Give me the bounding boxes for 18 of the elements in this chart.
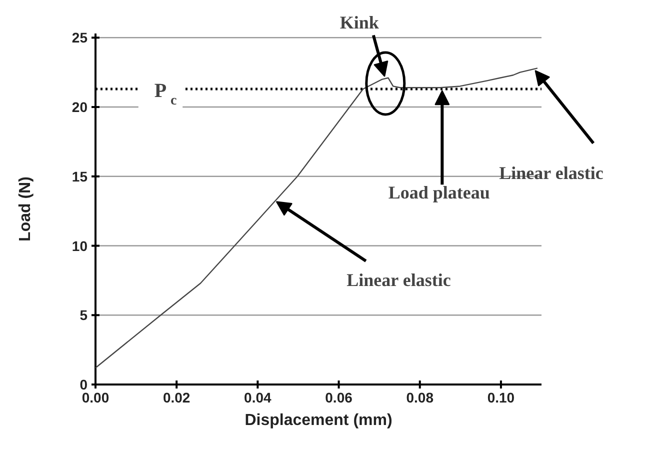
annotation: Kink	[340, 12, 379, 32]
x-tick-label: 0.06	[325, 390, 353, 406]
y-tick-label: 0	[80, 376, 88, 392]
x-tick-label: 0.08	[406, 390, 434, 406]
annotation: Load plateau	[388, 182, 490, 203]
y-tick-label: 15	[72, 168, 88, 184]
x-axis-title: Displacement (mm)	[244, 412, 392, 429]
y-tick-label: 25	[72, 30, 88, 46]
y-tick-label: 5	[80, 307, 88, 324]
annotation: Linear elastic	[346, 270, 451, 290]
x-tick-label: 0.10	[487, 390, 515, 406]
x-tick-label: 0.02	[162, 390, 190, 406]
annotation: Linear elastic	[499, 163, 604, 184]
x-tick-label: 0.04	[244, 390, 272, 406]
y-tick-label: 10	[72, 238, 88, 254]
y-tick-label: 20	[72, 99, 88, 116]
x-tick-label: 0.00	[82, 390, 110, 406]
y-axis-title: Load (N)	[17, 176, 34, 242]
